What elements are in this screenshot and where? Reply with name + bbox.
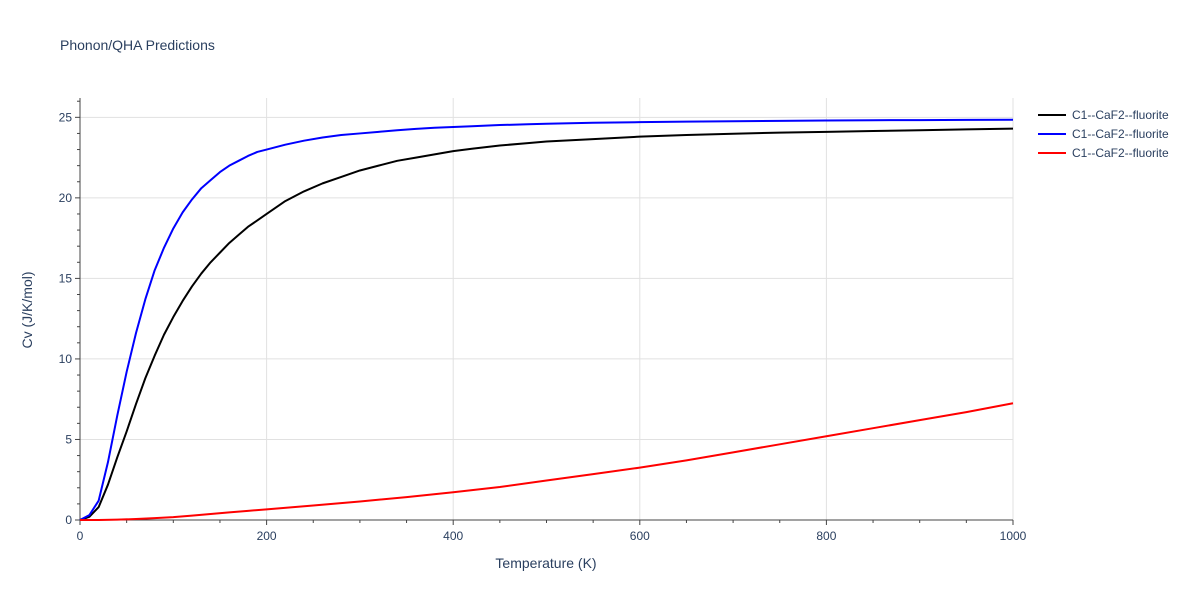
series-line-1: [79, 127, 1014, 521]
series-line-2: [79, 118, 1014, 521]
x-tick-label: 1000: [1000, 529, 1027, 543]
legend-label: C1--CaF2--fluorite: [1072, 127, 1169, 141]
legend-label: C1--CaF2--fluorite: [1072, 108, 1169, 122]
series-line-3: [80, 402, 1014, 521]
y-tick-label: 10: [59, 352, 73, 366]
y-tick-label: 20: [59, 191, 73, 205]
x-tick-label: 800: [816, 529, 836, 543]
y-tick-label: 5: [65, 432, 72, 446]
x-axis-title: Temperature (K): [495, 555, 596, 571]
x-tick-label: 400: [443, 529, 463, 543]
y-tick-label: 25: [59, 110, 73, 124]
y-tick-label: 15: [59, 271, 73, 285]
x-tick-label: 0: [77, 529, 84, 543]
axes: 0 200 400 600 800 1000 0 5 10 15 20 25: [59, 98, 1027, 543]
x-tick-label: 200: [257, 529, 277, 543]
series-lines: [79, 118, 1014, 521]
legend[interactable]: C1--CaF2--fluorite C1--CaF2--fluorite C1--…: [1038, 108, 1169, 160]
legend-item-1[interactable]: C1--CaF2--fluorite: [1038, 108, 1169, 122]
y-tick-label: 0: [65, 513, 72, 527]
y-axis-title: Cv (J/K/mol): [19, 272, 35, 349]
legend-item-3[interactable]: C1--CaF2--fluorite: [1038, 146, 1169, 160]
chart-title: Phonon/QHA Predictions: [60, 37, 215, 53]
legend-item-2[interactable]: C1--CaF2--fluorite: [1038, 127, 1169, 141]
x-tick-label: 600: [630, 529, 650, 543]
grid: [80, 98, 1014, 520]
legend-label: C1--CaF2--fluorite: [1072, 146, 1169, 160]
